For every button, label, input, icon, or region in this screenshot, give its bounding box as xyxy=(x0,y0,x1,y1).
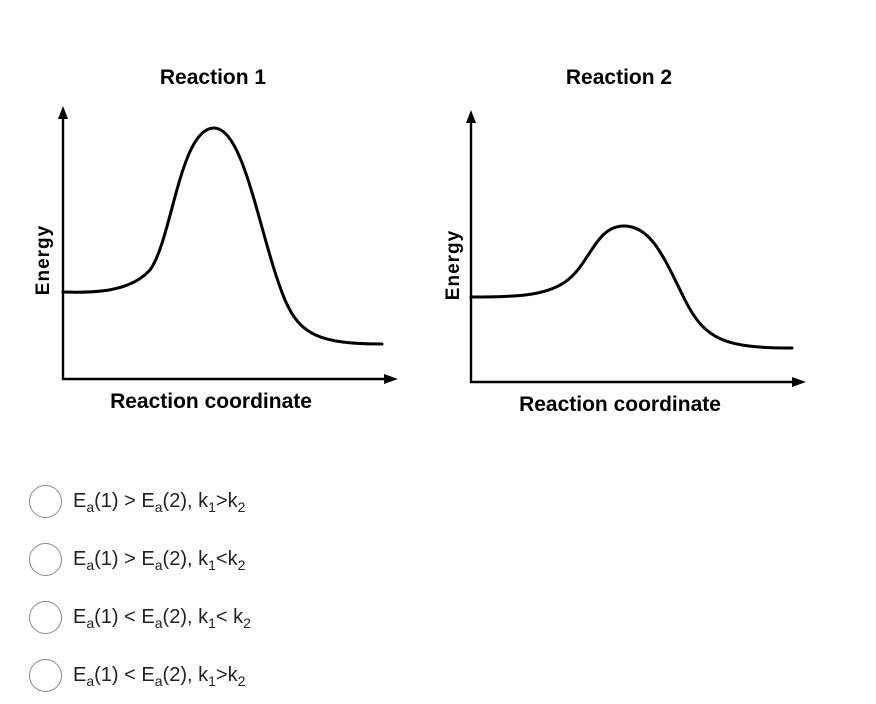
radio-button[interactable] xyxy=(29,658,62,692)
comparison-operator: > xyxy=(118,489,142,512)
subscript-a: a xyxy=(154,672,163,689)
subscript-a: a xyxy=(86,614,95,631)
argument-text: (1) xyxy=(94,547,119,570)
symbol-e: E xyxy=(73,547,87,570)
argument-text: (1) xyxy=(94,489,119,512)
subscript-1: 1 xyxy=(208,556,216,573)
argument-text: (1) xyxy=(94,605,119,628)
symbol-k: k xyxy=(233,605,244,628)
symbol-e: E xyxy=(141,663,155,686)
subscript-a: a xyxy=(154,614,163,631)
symbol-k: k xyxy=(198,547,209,570)
symbol-k: k xyxy=(198,489,209,512)
subscript-a: a xyxy=(86,498,95,515)
comparison-operator: < xyxy=(215,547,228,570)
subscript-1: 1 xyxy=(208,498,216,515)
reaction-2-x-axis-arrow-icon xyxy=(792,377,806,387)
answer-option-label: Ea(1) > Ea(2), k1<k2 xyxy=(73,547,246,573)
reaction-1-y-axis-arrow-icon xyxy=(58,106,68,119)
subscript-1: 1 xyxy=(208,672,216,689)
subscript-a: a xyxy=(86,556,95,573)
reaction-2-y-label: Energy xyxy=(443,230,464,300)
symbol-k: k xyxy=(227,663,238,686)
reaction-1-x-axis-arrow-icon xyxy=(384,374,398,384)
answer-option-label: Ea(1) < Ea(2), k1>k2 xyxy=(73,663,246,689)
comparison-operator: < xyxy=(118,663,142,686)
reaction-2-x-label: Reaction coordinate xyxy=(519,393,721,416)
comparison-operator: < xyxy=(215,605,234,628)
symbol-e: E xyxy=(141,605,155,628)
answer-option-label: Ea(1) < Ea(2), k1< k2 xyxy=(73,605,251,631)
answer-option-3[interactable]: Ea(1) < Ea(2), k1< k2 xyxy=(29,588,529,646)
radio-button[interactable] xyxy=(29,542,62,576)
argument-text: (1) xyxy=(94,663,119,686)
reaction-1-y-label: Energy xyxy=(33,225,54,295)
comparison-operator: > xyxy=(215,663,228,686)
subscript-1: 1 xyxy=(208,614,216,631)
comparison-operator: < xyxy=(118,605,142,628)
symbol-e: E xyxy=(73,489,87,512)
symbol-e: E xyxy=(141,547,155,570)
subscript-a: a xyxy=(86,672,95,689)
symbol-e: E xyxy=(141,489,155,512)
symbol-e: E xyxy=(73,663,87,686)
argument-text: (2), xyxy=(162,547,199,570)
argument-text: (2), xyxy=(162,663,199,686)
answer-option-4[interactable]: Ea(1) < Ea(2), k1>k2 xyxy=(29,646,529,704)
symbol-k: k xyxy=(198,605,209,628)
reaction-2-title: Reaction 2 xyxy=(566,66,672,89)
answer-option-1[interactable]: Ea(1) > Ea(2), k1>k2 xyxy=(29,472,529,530)
subscript-2: 2 xyxy=(237,498,246,515)
symbol-e: E xyxy=(73,605,87,628)
symbol-k: k xyxy=(198,663,209,686)
subscript-2: 2 xyxy=(237,672,246,689)
answer-option-label: Ea(1) > Ea(2), k1>k2 xyxy=(73,489,246,515)
argument-text: (2), xyxy=(162,605,199,628)
symbol-k: k xyxy=(227,547,238,570)
reaction-2-y-axis-arrow-icon xyxy=(466,110,476,123)
answer-option-2[interactable]: Ea(1) > Ea(2), k1<k2 xyxy=(29,530,529,588)
subscript-2: 2 xyxy=(237,556,246,573)
comparison-operator: > xyxy=(118,547,142,570)
subscript-2: 2 xyxy=(243,614,251,631)
comparison-operator: > xyxy=(215,489,228,512)
reaction-1-diagram: Reaction 1 Reaction coordinate Energy xyxy=(33,66,398,413)
energy-diagrams: Reaction 1 Reaction coordinate Energy Re… xyxy=(33,66,806,416)
reaction-1-energy-curve xyxy=(61,126,384,346)
radio-button[interactable] xyxy=(29,484,62,518)
reaction-1-title: Reaction 1 xyxy=(160,66,267,89)
radio-button[interactable] xyxy=(29,600,62,634)
answer-options: Ea(1) > Ea(2), k1>k2 Ea(1) > Ea(2), k1<k… xyxy=(29,472,529,704)
reaction-2-diagram: Reaction 2 Reaction coordinate Energy xyxy=(443,66,806,416)
subscript-a: a xyxy=(154,556,163,573)
reaction-2-energy-curve xyxy=(469,224,794,350)
subscript-a: a xyxy=(154,498,163,515)
symbol-k: k xyxy=(227,489,238,512)
reaction-1-x-label: Reaction coordinate xyxy=(110,390,312,413)
argument-text: (2), xyxy=(162,489,199,512)
